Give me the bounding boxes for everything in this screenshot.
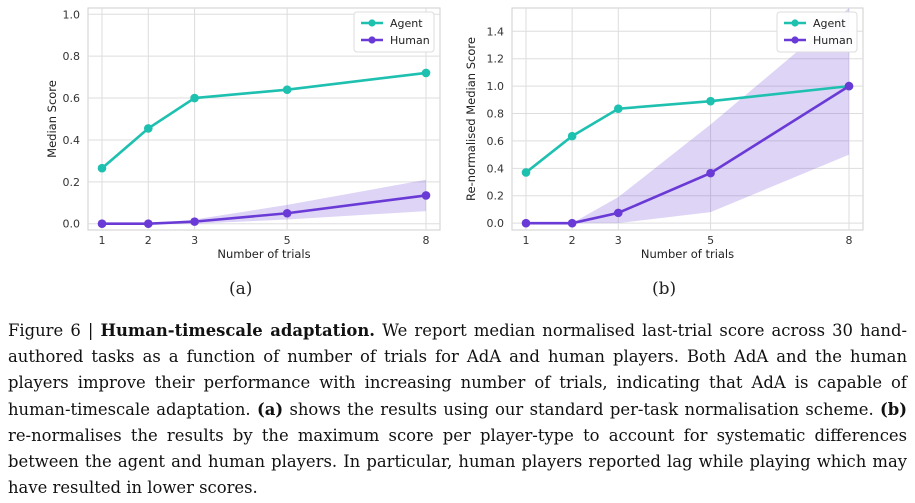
figure-caption: Figure 6 | Human-timescale adaptation. W… xyxy=(8,318,907,501)
legend-marker-agent xyxy=(368,19,376,27)
figure-label: Figure 6 | xyxy=(8,321,101,340)
x-tick-label: 2 xyxy=(145,234,152,247)
x-tick-label: 8 xyxy=(423,234,430,247)
data-point-agent xyxy=(143,124,153,133)
data-point-agent xyxy=(97,163,107,173)
x-axis: 1 2 3 5 8 xyxy=(523,8,853,247)
caption-ref-a: (a) xyxy=(256,399,284,419)
y-tick-label: 1.0 xyxy=(63,8,81,21)
y-tick-label: 0.4 xyxy=(63,134,81,147)
panel-label-a: (a) xyxy=(229,279,253,299)
y-tick-label: 0.0 xyxy=(63,218,81,231)
x-tick-label: 8 xyxy=(846,234,853,247)
x-tick-label: 1 xyxy=(99,234,106,247)
data-point-human xyxy=(143,219,153,229)
y-tick-label: 0.0 xyxy=(487,217,505,230)
y-tick-label: 0.6 xyxy=(63,92,81,105)
caption-text-1: We report median normalised last-trial s… xyxy=(8,321,908,419)
data-point-agent xyxy=(190,93,199,103)
data-point-human xyxy=(567,218,577,228)
confidence-band-human xyxy=(102,179,426,224)
y-tick-label: 0.2 xyxy=(487,190,505,203)
confidence-band-human xyxy=(526,8,849,224)
data-point-agent xyxy=(282,85,292,94)
y-tick-label: 0.4 xyxy=(487,162,505,175)
series-group xyxy=(521,8,854,228)
data-point-agent xyxy=(613,104,623,114)
data-point-human xyxy=(421,191,431,200)
y-tick-label: 1.4 xyxy=(487,25,505,38)
y-tick-label: 1.2 xyxy=(487,53,505,66)
legend-marker-agent xyxy=(791,19,799,27)
caption-ref-b: (b) xyxy=(880,399,908,419)
data-point-agent xyxy=(521,168,531,177)
data-point-agent xyxy=(706,96,715,106)
x-axis-label: Number of trials xyxy=(217,247,310,261)
x-tick-label: 5 xyxy=(707,234,714,247)
legend-label-human: Human xyxy=(813,34,853,47)
caption-text-3: re-normalises the results by the maximum… xyxy=(8,425,907,498)
legend-marker-human xyxy=(368,36,376,44)
x-axis-label: Number of trials xyxy=(641,247,734,261)
legend-marker-human xyxy=(791,36,799,44)
y-tick-label: 0.8 xyxy=(63,50,81,63)
figure-title: Human-timescale adaptation. xyxy=(100,321,375,340)
y-tick-label: 0.2 xyxy=(63,176,81,189)
data-point-human xyxy=(97,219,107,229)
data-point-human xyxy=(613,208,623,218)
series-group xyxy=(97,68,431,229)
data-point-human xyxy=(521,218,531,228)
y-axis-label: Re-normalised Median Score xyxy=(464,37,478,201)
data-point-human xyxy=(282,208,292,218)
legend: Agent Human xyxy=(776,11,858,53)
chart-a: 0.0 0.2 0.4 0.6 0.8 1.0 1 2 3 5 8 Number of trials M… xyxy=(45,7,441,261)
legend: Agent Human xyxy=(353,11,435,53)
data-point-agent xyxy=(421,68,431,78)
legend-label-human: Human xyxy=(390,34,430,47)
data-point-human xyxy=(706,168,715,178)
y-tick-label: 0.8 xyxy=(487,108,505,121)
legend-label-agent: Agent xyxy=(813,17,846,30)
y-tick-label: 1.0 xyxy=(487,80,505,93)
y-axis-label: Median Score xyxy=(45,80,59,158)
panel-label-b: (b) xyxy=(652,279,677,299)
data-point-human xyxy=(844,81,854,91)
legend-label-agent: Agent xyxy=(390,17,423,30)
x-tick-label: 3 xyxy=(615,234,622,247)
caption-text-2: shows the results using our standard per… xyxy=(283,399,881,419)
x-tick-label: 2 xyxy=(569,234,576,247)
chart-b: 0.0 0.2 0.4 0.6 0.8 1.0 1.2 1.4 1 2 3 5 8 Number of t… xyxy=(464,7,864,261)
x-tick-label: 3 xyxy=(191,234,198,247)
data-point-human xyxy=(190,217,199,226)
y-tick-label: 0.6 xyxy=(487,135,505,148)
x-tick-label: 5 xyxy=(284,234,291,247)
data-point-agent xyxy=(567,131,577,141)
x-tick-label: 1 xyxy=(523,234,530,247)
